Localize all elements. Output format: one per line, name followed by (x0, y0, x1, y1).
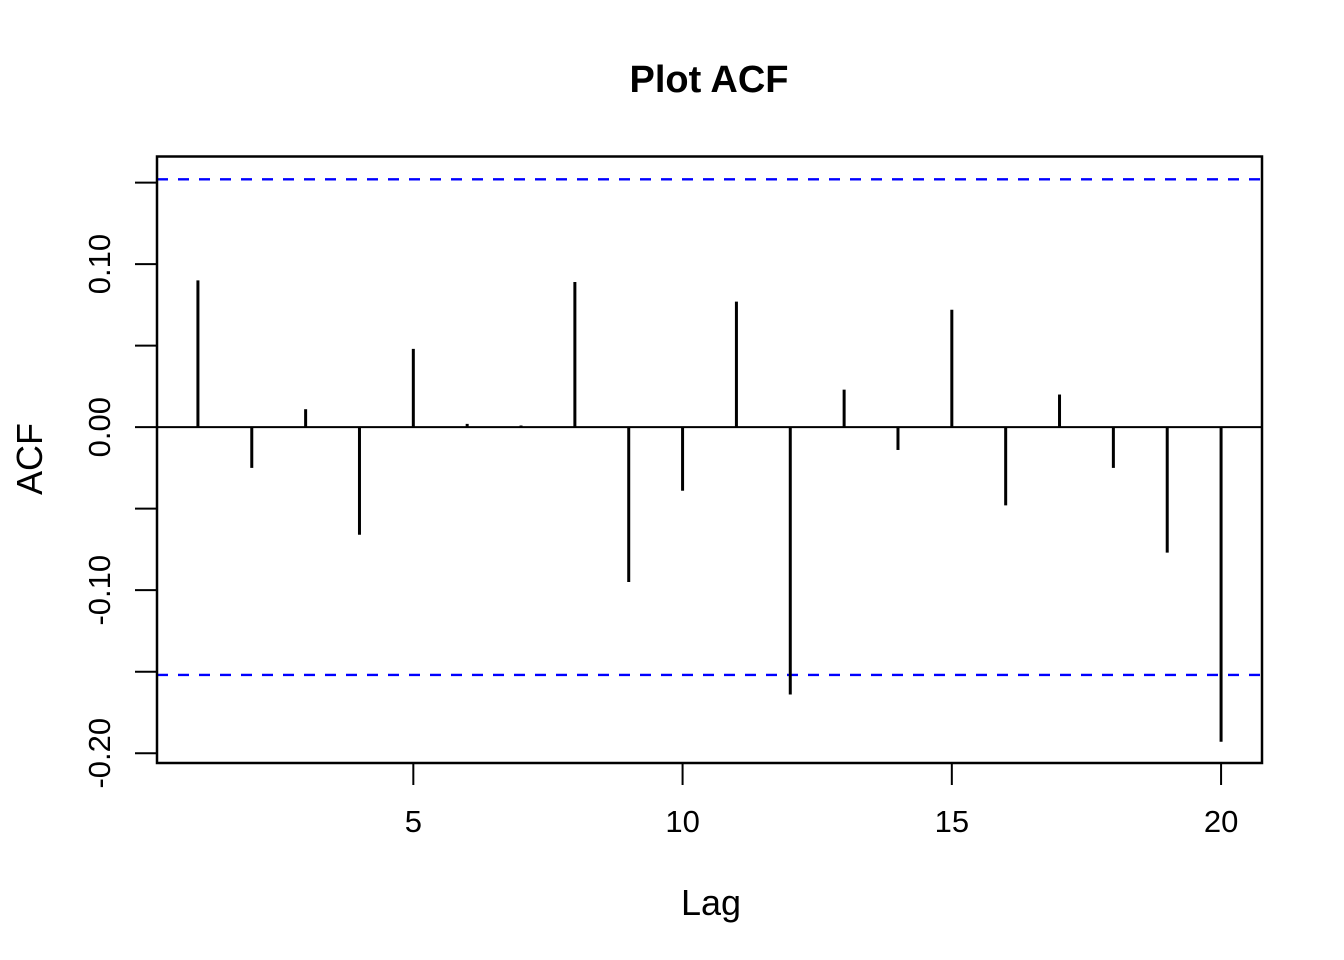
x-tick-label-20: 20 (1204, 804, 1238, 839)
plot-title: Plot ACF (629, 59, 788, 101)
y-tick-label--0.2: -0.20 (82, 718, 117, 789)
y-tick-label-0.1: 0.10 (82, 234, 117, 294)
y-tick-label-0: 0.00 (82, 397, 117, 457)
x-axis-label: Lag (681, 882, 741, 923)
plot-area: 5 10 15 20 0.10 0.00 -0.10 -0.20 (82, 155, 1264, 839)
y-axis-label: ACF (9, 423, 50, 495)
y-tick-label--0.1: -0.10 (82, 555, 117, 626)
x-tick-label-10: 10 (665, 804, 699, 839)
x-tick-label-5: 5 (405, 804, 422, 839)
x-tick-label-15: 15 (935, 804, 969, 839)
plot-box (155, 155, 1264, 765)
